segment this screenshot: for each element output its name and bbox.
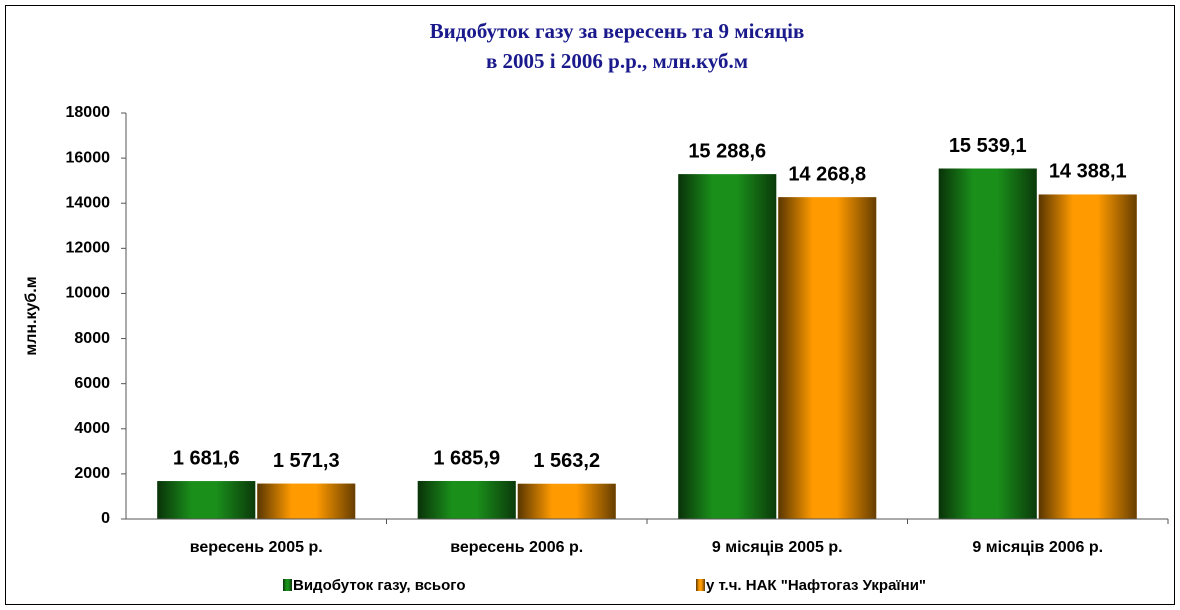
y-tick-label: 4000 bbox=[74, 420, 110, 437]
legend-label: Видобуток газу, всього bbox=[293, 577, 466, 594]
value-label: 1 685,9 bbox=[433, 447, 500, 469]
bar-shade bbox=[157, 481, 256, 519]
y-tick-label: 8000 bbox=[74, 330, 110, 347]
x-tick-label: 9 місяців 2005 р. bbox=[712, 539, 843, 556]
x-tick-label: вересень 2006 р. bbox=[450, 539, 583, 556]
value-label: 14 268,8 bbox=[788, 163, 866, 185]
bar-shade bbox=[257, 483, 356, 519]
value-label: 1 681,6 bbox=[173, 447, 240, 469]
value-label: 14 388,1 bbox=[1049, 161, 1127, 183]
y-tick-label: 18000 bbox=[66, 104, 111, 121]
y-tick-label: 16000 bbox=[66, 149, 111, 166]
bar-shade bbox=[938, 168, 1037, 520]
legend-swatch-shade bbox=[696, 579, 705, 591]
x-tick-label: вересень 2005 р. bbox=[190, 539, 323, 556]
value-label: 15 539,1 bbox=[949, 135, 1027, 157]
bar-shade bbox=[778, 197, 877, 519]
value-label: 15 288,6 bbox=[688, 140, 766, 162]
bar-shade bbox=[678, 174, 777, 519]
value-label: 1 563,2 bbox=[533, 450, 600, 472]
y-tick-label: 2000 bbox=[74, 465, 110, 482]
legend-swatch-shade bbox=[283, 579, 292, 591]
y-tick-label: 6000 bbox=[74, 375, 110, 392]
y-tick-label: 14000 bbox=[66, 194, 111, 211]
y-tick-label: 10000 bbox=[66, 285, 111, 302]
chart-title: Видобуток газу за вересень та 9 місяців bbox=[430, 19, 805, 43]
legend-label: у т.ч. НАК "Нафтогаз України" bbox=[706, 577, 926, 594]
y-axis-label: млн.куб.м bbox=[23, 276, 40, 355]
bar-shade bbox=[517, 483, 616, 519]
chart-title: в 2005 і 2006 р.р., млн.куб.м bbox=[486, 49, 748, 73]
x-tick-label: 9 місяців 2006 р. bbox=[972, 539, 1103, 556]
bar-shade bbox=[417, 480, 516, 519]
bar-shade bbox=[1038, 194, 1137, 519]
y-tick-label: 12000 bbox=[66, 240, 111, 257]
value-label: 1 571,3 bbox=[273, 450, 340, 472]
y-tick-label: 0 bbox=[101, 510, 110, 527]
